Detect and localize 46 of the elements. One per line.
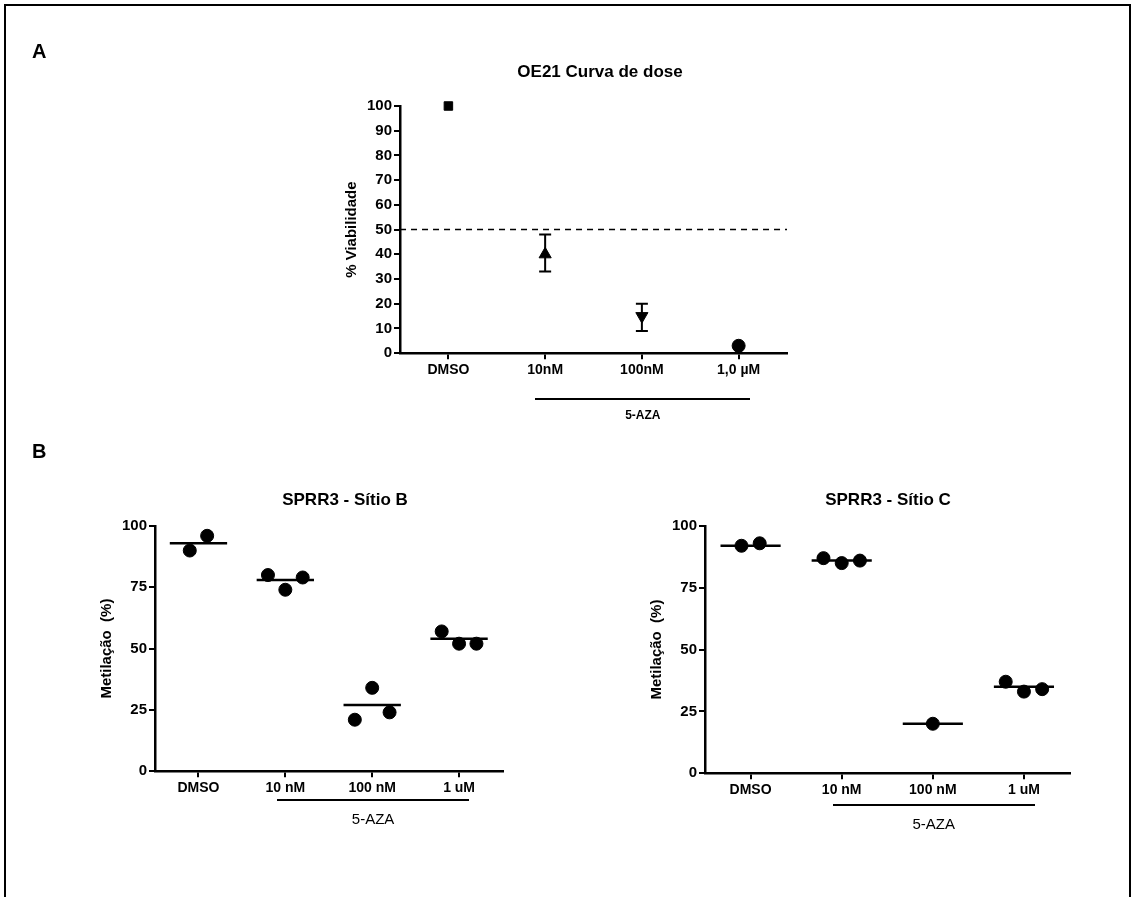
y-tick-label: 75 [130, 577, 148, 595]
x-tick-label: 1 uM [443, 779, 476, 796]
y-tick-label: 100 [367, 96, 393, 114]
y-tick-label: 100 [672, 516, 698, 534]
x-tick-label: 100nM [620, 361, 664, 378]
y-tick-label: 30 [375, 269, 393, 287]
x-axis-title: 5-AZA [351, 810, 395, 827]
x-tick-label: DMSO [177, 779, 220, 796]
x-axis-title: 5-AZA [625, 408, 661, 422]
y-tick-label: 75 [680, 577, 698, 595]
x-tick-label: 1 uM [1008, 781, 1040, 798]
text: A [32, 40, 47, 63]
chart-title: SPRR3 - Sítio B [282, 490, 408, 510]
y-tick-label: 80 [375, 145, 393, 163]
x-tick-label: 10nM [527, 361, 564, 378]
x-tick-label: 100 nM [909, 781, 957, 798]
y-tick-label: 0 [138, 761, 148, 779]
text: B [32, 440, 47, 463]
x-tick-label: 10 nM [265, 779, 306, 796]
y-tick-label: 50 [375, 219, 393, 237]
x-tick-label: DMSO [729, 781, 772, 798]
y-tick-label: 0 [688, 763, 698, 781]
y-tick-label: 50 [130, 638, 148, 656]
x-tick-label: 1,0 µM [717, 361, 761, 378]
y-axis-title: % Viabilidade [342, 181, 360, 278]
y-tick-label: 0 [383, 343, 393, 361]
y-tick-label: 100 [122, 516, 148, 534]
chart-title: SPRR3 - Sítio C [825, 490, 951, 510]
x-axis-title: 5-AZA [912, 815, 955, 832]
chart-title: OE21 Curva de dose [517, 62, 683, 82]
y-axis-title: Metilação (%) [97, 598, 115, 699]
y-tick-label: 50 [680, 639, 698, 657]
x-tick-label: 10 nM [821, 781, 862, 798]
y-tick-label: 90 [375, 120, 393, 138]
y-axis-title: Metilação (%) [647, 599, 665, 700]
y-tick-label: 40 [375, 244, 393, 262]
point [731, 338, 746, 353]
x-tick-label: DMSO [427, 361, 470, 378]
y-tick-label: 60 [375, 195, 393, 213]
x-tick-label: 100 nM [348, 779, 396, 796]
y-tick-label: 25 [680, 701, 698, 719]
y-tick-label: 70 [375, 170, 393, 188]
y-tick-label: 25 [130, 700, 148, 718]
y-tick-label: 20 [375, 293, 393, 311]
y-tick-label: 10 [375, 318, 393, 336]
point [443, 101, 454, 111]
